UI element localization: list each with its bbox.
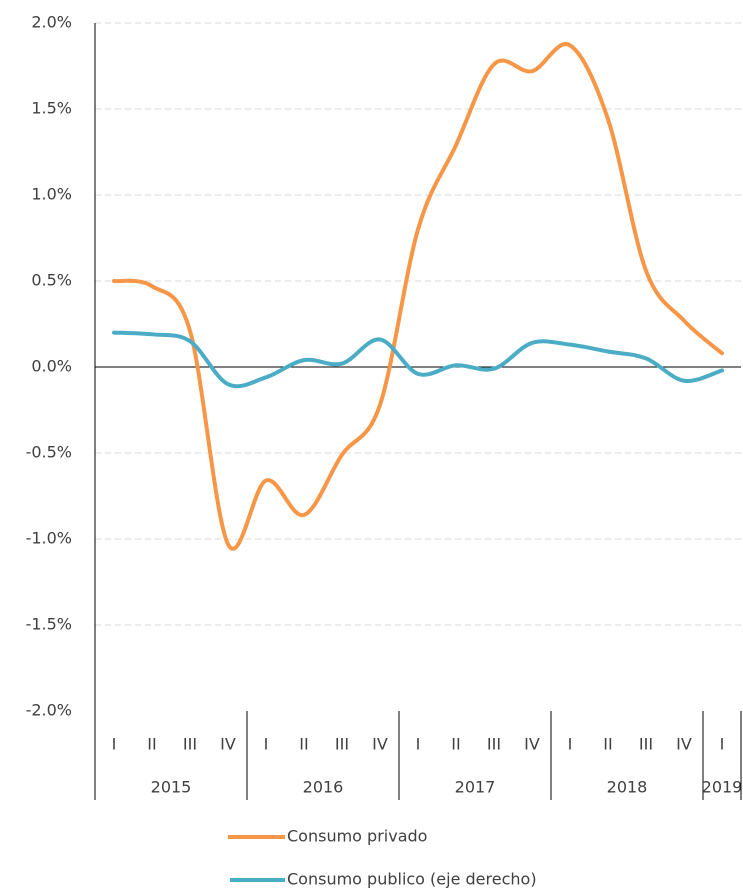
x-tick-label: I: [416, 735, 421, 754]
y-tick-label: -1.5%: [26, 615, 72, 634]
y-tick-label: 0.0%: [31, 357, 72, 376]
y-tick-label: 1.5%: [31, 99, 72, 118]
y-tick-label: 2.0%: [31, 13, 72, 32]
legend-label: Consumo privado: [287, 827, 427, 846]
x-group-label: 2018: [607, 778, 648, 797]
x-group-label: 2017: [455, 778, 496, 797]
x-tick-label: I: [112, 735, 117, 754]
x-tick-label: I: [568, 735, 573, 754]
x-tick-label: II: [451, 735, 460, 754]
x-tick-label: II: [603, 735, 612, 754]
x-tick-label: I: [720, 735, 725, 754]
x-tick-label: IV: [372, 735, 388, 754]
y-tick-label: 1.0%: [31, 185, 72, 204]
y-tick-label: -0.5%: [26, 443, 72, 462]
x-tick-label: II: [147, 735, 156, 754]
y-tick-label: -1.0%: [26, 529, 72, 548]
x-tick-label: III: [487, 735, 501, 754]
x-group-label: 2015: [151, 778, 192, 797]
x-group-label: 2019: [702, 778, 743, 797]
series-line: [112, 330, 724, 389]
x-tick-label: IV: [220, 735, 236, 754]
y-tick-label: -2.0%: [26, 701, 72, 720]
x-tick-label: IV: [524, 735, 540, 754]
x-tick-label: II: [299, 735, 308, 754]
x-tick-label: III: [639, 735, 653, 754]
series-line: [112, 42, 724, 551]
legend-label: Consumo publico (eje derecho): [287, 870, 537, 889]
x-group-label: 2016: [303, 778, 344, 797]
x-tick-label: IV: [676, 735, 692, 754]
y-tick-label: 0.5%: [31, 271, 72, 290]
x-tick-label: I: [264, 735, 269, 754]
x-tick-label: III: [183, 735, 197, 754]
x-tick-label: III: [335, 735, 349, 754]
